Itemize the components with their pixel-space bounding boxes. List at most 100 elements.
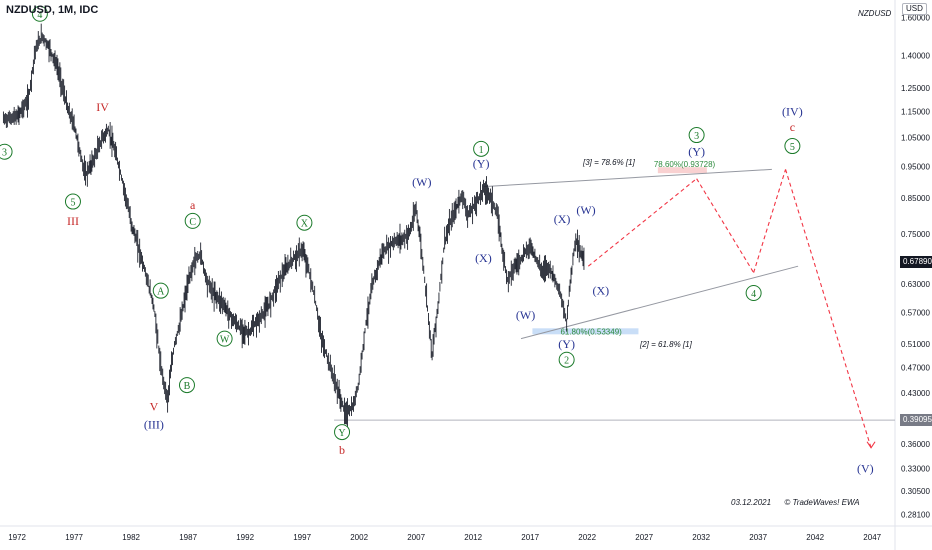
wave-label: (W) [516,308,535,322]
y-tick-label: 0.51000 [901,340,930,349]
wave-label: (Y) [473,156,490,170]
wave-label: 5 [70,198,75,209]
wave-label: 4 [37,10,42,21]
footer-date: 03.12.2021 [731,498,772,507]
wave-label-circle [64,193,81,210]
wave-label-circle [784,138,801,155]
symbol-label: NZDUSD [858,9,892,18]
wave-label-circle [296,214,313,231]
y-tick-label: 1.15000 [901,108,930,117]
y-tick-label: 0.30500 [901,487,930,496]
wave-label: Y [338,428,345,439]
wave-label: 4 [751,289,756,300]
retracement-high-label: 78.60%(0.93728) [654,160,716,169]
wave-label-circle [152,282,169,299]
x-tick-label: 2012 [464,533,482,542]
x-tick-label: 2017 [521,533,539,542]
wave-label: (V) [857,462,874,476]
wave-label: III [67,214,79,228]
wave-label: (X) [593,284,610,298]
wave-label: 1 [479,145,484,156]
wave-label: C [189,217,196,228]
hline-price-tag: 0.39095 [900,414,932,427]
footer-credit-text: © TradeWaves! EWA [784,498,860,507]
price-series [2,23,585,430]
wave-label: 3 [2,148,7,159]
x-tick-label: 2022 [578,533,596,542]
wave-label-circle [178,377,195,394]
wave-label: (III) [144,418,164,432]
projection-segment [753,169,787,273]
wave-label-circle [31,5,48,22]
wave-label: V [150,400,159,414]
y-tick-label: 1.60000 [901,13,930,22]
wave-label: (IV) [782,105,803,119]
retracement-high-zone [657,167,707,174]
wave-label: (X) [554,212,571,226]
currency-button[interactable]: USD [902,3,927,15]
y-tick-label: 0.75000 [901,230,930,239]
x-tick-label: 2002 [350,533,368,542]
x-tick-label: 1972 [8,533,26,542]
wave-label-circle [0,143,13,160]
x-tick-label: 1997 [293,533,311,542]
wave-label: A [157,287,165,298]
wave-label: (W) [412,175,431,189]
projection-segment [696,178,755,273]
wave-label: (Y) [688,145,705,159]
wave-label-circle [745,285,762,302]
projection-arrowhead [866,441,876,449]
wave-label-circle [473,140,490,157]
wave-label-circle [334,424,351,441]
y-tick-label: 0.57000 [901,308,930,317]
wave-label: 3 [694,131,699,142]
lower-trendline [520,265,799,340]
last-price-tag: 0.67890 [900,256,932,269]
wave-label: (Y) [558,337,575,351]
y-tick-label: 1.05000 [901,134,930,143]
y-tick-label: 0.43000 [901,389,930,398]
retracement-low-zone [532,328,639,335]
wave-label-circle [184,212,201,229]
wave-label: (W) [576,203,595,217]
x-tick-label: 1982 [122,533,140,542]
wave-label: a [190,198,196,212]
wave-label: b [339,443,345,457]
wave-label: c [790,120,795,134]
wave-label: (X) [475,251,492,265]
y-tick-label: 0.36000 [901,440,930,449]
x-tick-label: 1987 [179,533,197,542]
wave-label: W [220,335,230,346]
x-tick-label: 2027 [635,533,653,542]
projection-segment [785,169,872,448]
wave-label: B [184,381,191,392]
price-axis [895,0,932,550]
y-tick-label: 0.63000 [901,280,930,289]
y-tick-label: 0.47000 [901,364,930,373]
y-tick-label: 1.25000 [901,84,930,93]
note-wave2: [2] = 61.8% [1] [640,340,692,349]
x-tick-label: 1977 [65,533,83,542]
x-tick-label: 2042 [806,533,824,542]
chart-title: NZDUSD, 1M, IDC [6,4,99,16]
x-tick-label: 1992 [236,533,254,542]
upper-trendline [483,168,772,188]
projection-segment [587,178,697,267]
y-tick-label: 0.33000 [901,465,930,474]
wave-label: X [301,219,309,230]
retracement-low-label: 61.80%(0.53349) [560,327,622,336]
x-tick-label: 2037 [749,533,767,542]
wave-label: 5 [790,142,795,153]
y-tick-label: 0.28100 [901,511,930,520]
wave-label: IV [96,100,109,114]
y-tick-label: 0.95000 [901,162,930,171]
x-tick-label: 2007 [407,533,425,542]
note-wave3: [3] = 78.6% [1] [583,158,635,167]
wave-label-circle [558,351,575,368]
x-tick-label: 2047 [863,533,881,542]
wave-label-circle [688,127,705,144]
y-tick-label: 1.40000 [901,52,930,61]
wave-label: 2 [564,356,569,367]
wave-label-circle [216,330,233,347]
